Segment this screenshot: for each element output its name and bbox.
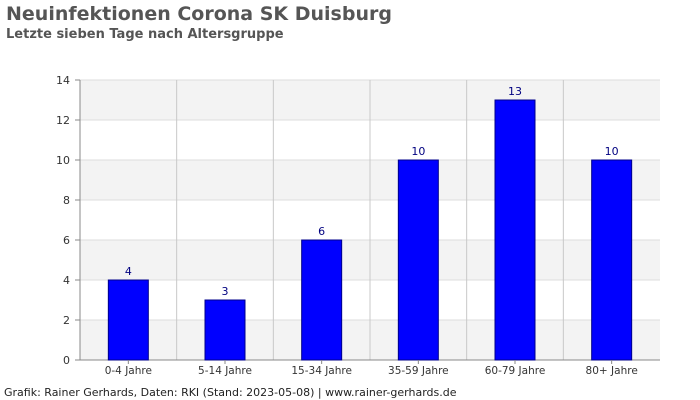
y-tick-label: 12 <box>56 114 70 127</box>
bar-value-label: 6 <box>318 225 325 238</box>
chart-title: Neuinfektionen Corona SK Duisburg <box>6 3 392 25</box>
bar-value-label: 10 <box>605 145 619 158</box>
x-tick-label: 60-79 Jahre <box>485 365 546 377</box>
source-footer: Grafik: Rainer Gerhards, Daten: RKI (Sta… <box>4 386 457 399</box>
bar-value-label: 10 <box>411 145 425 158</box>
y-tick-label: 2 <box>63 314 70 327</box>
bar <box>204 299 246 361</box>
bar-value-label: 13 <box>508 85 522 98</box>
x-tick-label: 5-14 Jahre <box>198 365 252 377</box>
chart-subtitle: Letzte sieben Tage nach Altersgruppe <box>6 27 284 42</box>
x-tick-label: 0-4 Jahre <box>105 365 152 377</box>
bar <box>591 159 633 361</box>
y-tick-label: 0 <box>63 354 70 367</box>
y-tick-label: 14 <box>56 74 70 87</box>
bar <box>301 239 343 361</box>
x-tick-label: 15-34 Jahre <box>291 365 352 377</box>
bar <box>397 159 439 361</box>
bar <box>494 99 536 361</box>
x-tick-label: 35-59 Jahre <box>388 365 449 377</box>
x-tick-label: 80+ Jahre <box>586 365 638 377</box>
bar-value-label: 3 <box>222 285 229 298</box>
y-tick-label: 10 <box>56 154 70 167</box>
y-tick-label: 8 <box>63 194 70 207</box>
bar-value-label: 4 <box>125 265 132 278</box>
y-tick-label: 4 <box>63 274 70 287</box>
bar <box>107 279 149 361</box>
y-tick-label: 6 <box>63 234 70 247</box>
